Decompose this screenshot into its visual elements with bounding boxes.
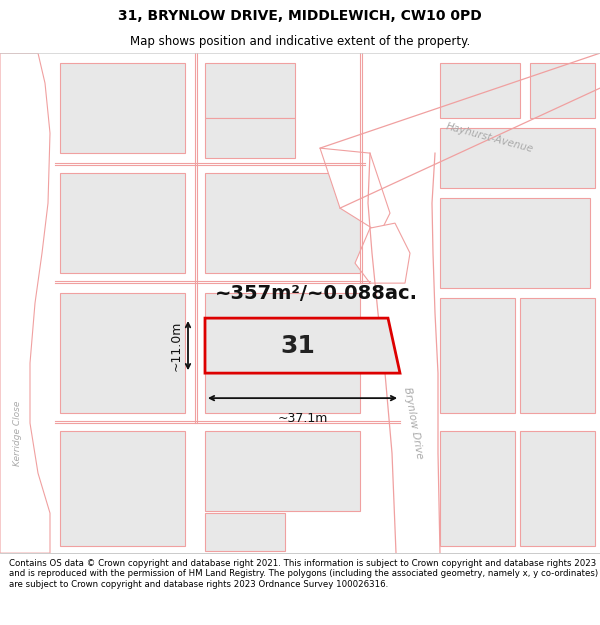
- Polygon shape: [205, 318, 400, 373]
- Polygon shape: [355, 223, 410, 283]
- Bar: [440, 198, 590, 288]
- Polygon shape: [0, 53, 50, 553]
- Bar: [205, 293, 360, 413]
- Bar: [60, 431, 185, 546]
- Bar: [440, 128, 595, 188]
- Bar: [205, 118, 295, 158]
- Text: 31, BRYNLOW DRIVE, MIDDLEWICH, CW10 0PD: 31, BRYNLOW DRIVE, MIDDLEWICH, CW10 0PD: [118, 9, 482, 23]
- Bar: [520, 298, 595, 413]
- Bar: [440, 63, 520, 118]
- Bar: [520, 431, 595, 546]
- Bar: [60, 173, 185, 273]
- Bar: [205, 173, 360, 273]
- Bar: [60, 63, 185, 153]
- Text: Map shows position and indicative extent of the property.: Map shows position and indicative extent…: [130, 35, 470, 48]
- Polygon shape: [320, 148, 390, 233]
- Text: Brynlow Drive: Brynlow Drive: [402, 386, 424, 460]
- Text: 31: 31: [280, 334, 315, 357]
- Text: Kerridge Close: Kerridge Close: [13, 401, 23, 466]
- Bar: [60, 293, 185, 413]
- Bar: [205, 431, 360, 511]
- Bar: [440, 298, 515, 413]
- Text: ~357m²/~0.088ac.: ~357m²/~0.088ac.: [215, 284, 418, 302]
- Bar: [530, 63, 595, 118]
- Bar: [440, 431, 515, 546]
- Text: Contains OS data © Crown copyright and database right 2021. This information is : Contains OS data © Crown copyright and d…: [9, 559, 598, 589]
- Text: ~37.1m: ~37.1m: [277, 412, 328, 425]
- Text: Hayhurst-Avenue: Hayhurst-Avenue: [445, 122, 535, 154]
- Bar: [205, 63, 295, 118]
- Bar: [205, 513, 285, 551]
- Text: ~11.0m: ~11.0m: [170, 321, 183, 371]
